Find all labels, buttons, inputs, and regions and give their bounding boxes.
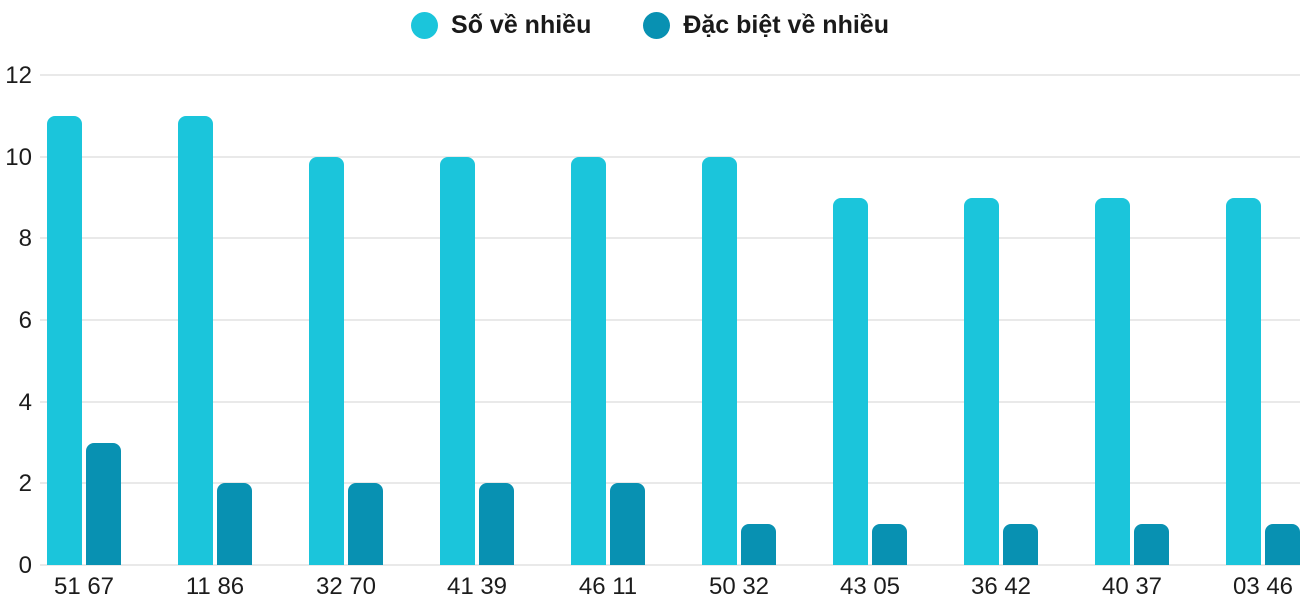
x-axis-category-label: 41 39 — [446, 573, 508, 600]
legend-dot-icon — [411, 12, 439, 39]
gridline — [40, 564, 1300, 566]
gridline — [40, 319, 1300, 321]
bar-so-ve-nhieu — [1095, 197, 1130, 565]
bar-dac-biet-ve-nhieu — [1003, 524, 1038, 565]
legend-label: Số về nhiều — [451, 11, 592, 39]
bar-dac-biet-ve-nhieu — [610, 483, 645, 565]
bar-so-ve-nhieu — [702, 156, 737, 565]
bar-dac-biet-ve-nhieu — [86, 442, 121, 565]
bar-dac-biet-ve-nhieu — [217, 483, 252, 565]
x-axis-category-label: 50 32 — [708, 573, 770, 600]
legend-item[interactable]: Đặc biệt về nhiều — [643, 12, 889, 39]
y-axis-tick-label: 4 — [18, 388, 32, 416]
bar-dac-biet-ve-nhieu — [1134, 524, 1169, 565]
x-axis-category-label: 36 42 — [970, 573, 1032, 600]
bar-dac-biet-ve-nhieu — [1265, 524, 1300, 565]
y-axis-tick-label: 10 — [5, 143, 32, 171]
y-axis-tick-label: 2 — [18, 470, 32, 498]
y-axis-tick-label: 0 — [18, 552, 32, 579]
gridline — [40, 237, 1300, 240]
legend-item[interactable]: Số về nhiều — [411, 12, 591, 39]
bar-so-ve-nhieu — [178, 115, 213, 565]
bar-dac-biet-ve-nhieu — [741, 524, 776, 565]
gridline — [40, 482, 1300, 485]
gridline — [40, 74, 1300, 76]
chart-legend: Số về nhiều Đặc biệt về nhiều — [0, 12, 1300, 39]
bar-dac-biet-ve-nhieu — [479, 483, 514, 565]
x-axis-category-label: 43 05 — [839, 573, 901, 600]
bar-dac-biet-ve-nhieu — [872, 524, 907, 565]
y-axis-tick-label: 8 — [18, 225, 32, 253]
bar-so-ve-nhieu — [440, 156, 475, 565]
bar-so-ve-nhieu — [1226, 197, 1261, 565]
bar-dac-biet-ve-nhieu — [348, 483, 383, 565]
gridline — [40, 155, 1300, 158]
bar-so-ve-nhieu — [964, 197, 999, 565]
bar-so-ve-nhieu — [571, 156, 606, 565]
y-axis-tick-label: 6 — [18, 307, 32, 334]
x-axis-category-label: 11 86 — [185, 573, 245, 600]
x-axis-category-label: 40 37 — [1101, 573, 1163, 600]
bar-so-ve-nhieu — [47, 115, 82, 565]
bar-so-ve-nhieu — [833, 197, 868, 565]
x-axis-category-label: 32 70 — [315, 573, 377, 600]
bar-so-ve-nhieu — [309, 156, 344, 565]
legend-label: Đặc biệt về nhiều — [683, 11, 889, 39]
x-axis-category-label: 46 11 — [578, 573, 638, 600]
legend-dot-icon — [643, 12, 671, 39]
y-axis-tick-label: 12 — [5, 62, 32, 89]
x-axis-category-label: 03 46 — [1232, 573, 1294, 600]
x-axis-category-label: 51 67 — [53, 573, 115, 600]
gridline — [40, 400, 1300, 403]
